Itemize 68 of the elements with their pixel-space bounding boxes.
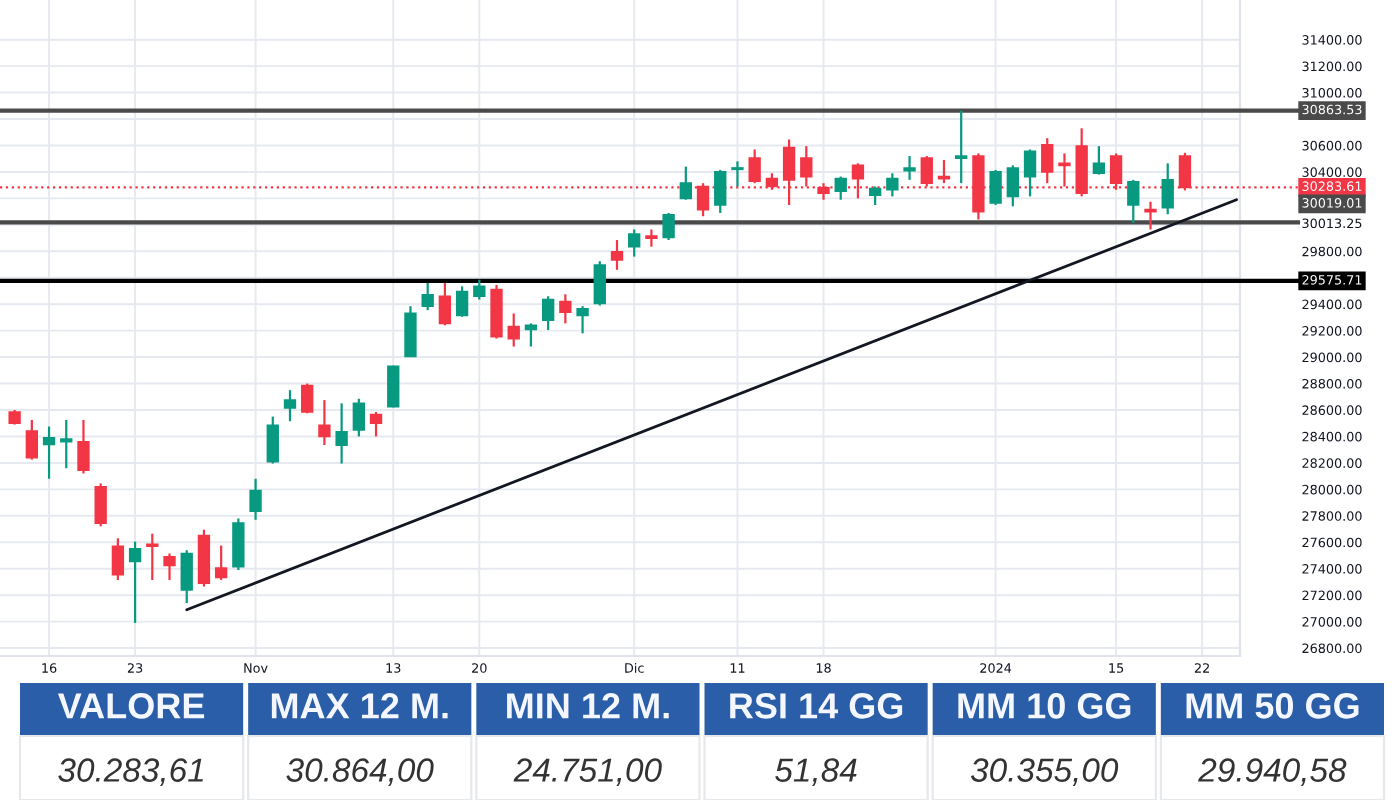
- candlestick: [868, 185, 882, 207]
- text: 24.751,00: [513, 758, 662, 786]
- candlestick: [662, 211, 675, 242]
- candlestick: [1023, 148, 1037, 198]
- candlestick: [1092, 145, 1106, 176]
- candlestick: [541, 295, 555, 332]
- candlestick: [1006, 164, 1019, 208]
- text: VALORE: [57, 693, 205, 719]
- candlestick: [94, 482, 107, 528]
- candlestick: [731, 160, 744, 188]
- candlestick: [421, 281, 434, 312]
- candlestick: [318, 398, 331, 447]
- candlestick: [214, 544, 228, 582]
- candlestick: [507, 312, 520, 348]
- candlestick: [955, 109, 968, 185]
- candlestick: [834, 175, 847, 201]
- text: MM 10 GG: [958, 693, 1131, 719]
- candlestick: [559, 293, 572, 325]
- candlestick: [903, 154, 916, 181]
- candlestick: [645, 228, 658, 248]
- candlestick: [610, 238, 624, 271]
- candlestick: [1144, 200, 1157, 231]
- candlestick: [77, 418, 90, 475]
- candlestick: [886, 172, 899, 198]
- text: MAX 12 M.: [271, 693, 448, 719]
- candlestick: [404, 305, 417, 359]
- text: 30.283,61: [58, 758, 203, 786]
- text: MIN 12 M.: [507, 693, 669, 719]
- candlestick: [679, 165, 692, 201]
- candlestick: [146, 532, 159, 582]
- candlestick: [490, 283, 503, 340]
- candlestick: [714, 168, 727, 215]
- candlestick: [593, 260, 606, 307]
- candlestick: [335, 402, 348, 465]
- candlestick: [352, 397, 366, 438]
- candlestick: [60, 418, 73, 470]
- candlestick: [111, 537, 125, 582]
- candlestick: [180, 549, 193, 605]
- candlestick: [128, 540, 142, 625]
- candlestick: [249, 477, 262, 521]
- candlestick: [25, 418, 39, 461]
- text: MM 50 GG: [1186, 693, 1359, 719]
- text: 29.940,58: [1198, 758, 1347, 786]
- candlestick: [301, 382, 314, 415]
- text: 30.864,00: [286, 758, 434, 786]
- candlestick: [438, 281, 452, 327]
- candlestick: [369, 410, 383, 438]
- candlestick: [628, 228, 641, 258]
- candlestick: [989, 168, 1002, 207]
- candlestick: [266, 415, 279, 465]
- text: RSI 14 GG: [730, 693, 903, 719]
- candlestick: [1058, 152, 1071, 188]
- candlestick: [387, 364, 400, 409]
- text: 51,84: [775, 758, 857, 786]
- text: 30.355,00: [970, 758, 1119, 786]
- candlestick: [163, 552, 176, 582]
- candlestick: [1127, 178, 1140, 224]
- candlestick: [455, 285, 469, 318]
- candlestick: [1041, 137, 1054, 185]
- candlestick: [800, 145, 813, 188]
- candlestick: [232, 517, 245, 572]
- candlestick: [42, 425, 56, 480]
- candlestick: [576, 305, 589, 335]
- candlestick: [524, 322, 538, 348]
- candlestick: [1161, 162, 1174, 216]
- candlestick: [473, 278, 486, 301]
- candlestick: [197, 528, 211, 588]
- candlestick: [283, 389, 297, 423]
